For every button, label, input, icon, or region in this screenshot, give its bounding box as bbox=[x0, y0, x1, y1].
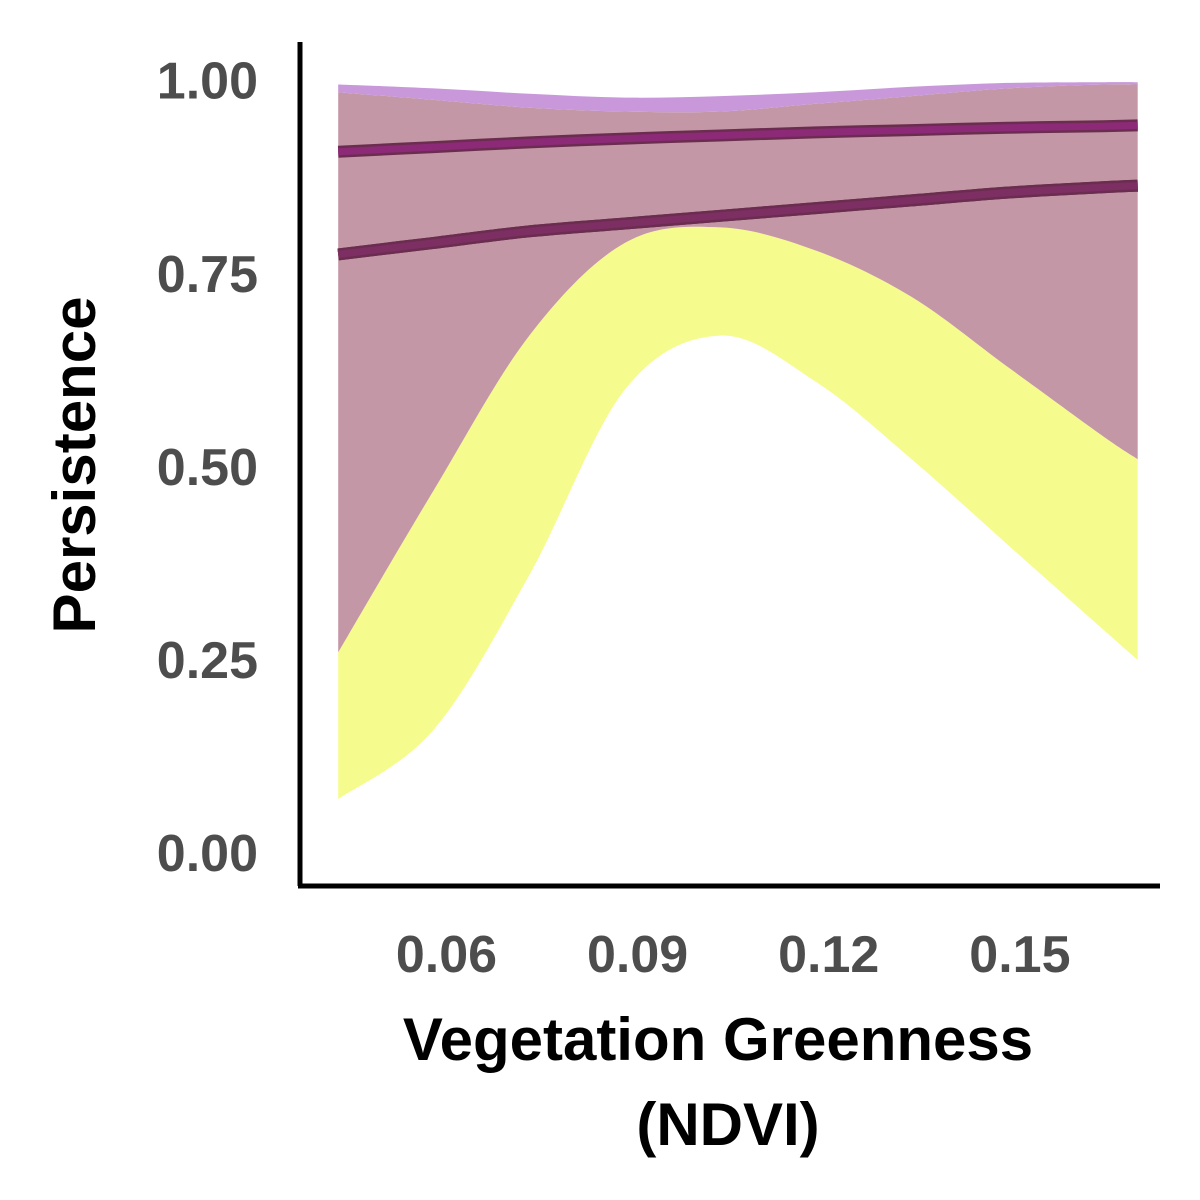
x-axis-title-line-2: (NDVI) bbox=[636, 1091, 819, 1158]
x-tick-label: 0.12 bbox=[778, 926, 879, 984]
x-axis-ticks: 0.06 0.09 0.12 0.15 bbox=[396, 926, 1071, 984]
y-axis-title: Persistence bbox=[41, 297, 108, 634]
y-axis-ticks: 0.00 0.25 0.50 0.75 1.00 bbox=[157, 53, 258, 884]
y-tick-label: 1.00 bbox=[157, 53, 258, 111]
series-purple-fit-line bbox=[338, 121, 1138, 156]
y-tick-label: 0.50 bbox=[157, 439, 258, 497]
series-yellow-band bbox=[338, 226, 1138, 800]
series-brown-fit-line bbox=[337, 182, 1138, 258]
fit-lines bbox=[337, 119, 1138, 261]
x-tick-label: 0.15 bbox=[969, 926, 1070, 984]
x-tick-label: 0.06 bbox=[396, 926, 497, 984]
y-tick-label: 0.75 bbox=[157, 246, 258, 304]
series-purple-band bbox=[338, 82, 1138, 113]
y-tick-label: 0.00 bbox=[157, 825, 258, 883]
x-axis-title-line-1: Vegetation Greenness bbox=[403, 1006, 1033, 1073]
x-tick-label: 0.09 bbox=[587, 926, 688, 984]
y-tick-label: 0.25 bbox=[157, 632, 258, 690]
